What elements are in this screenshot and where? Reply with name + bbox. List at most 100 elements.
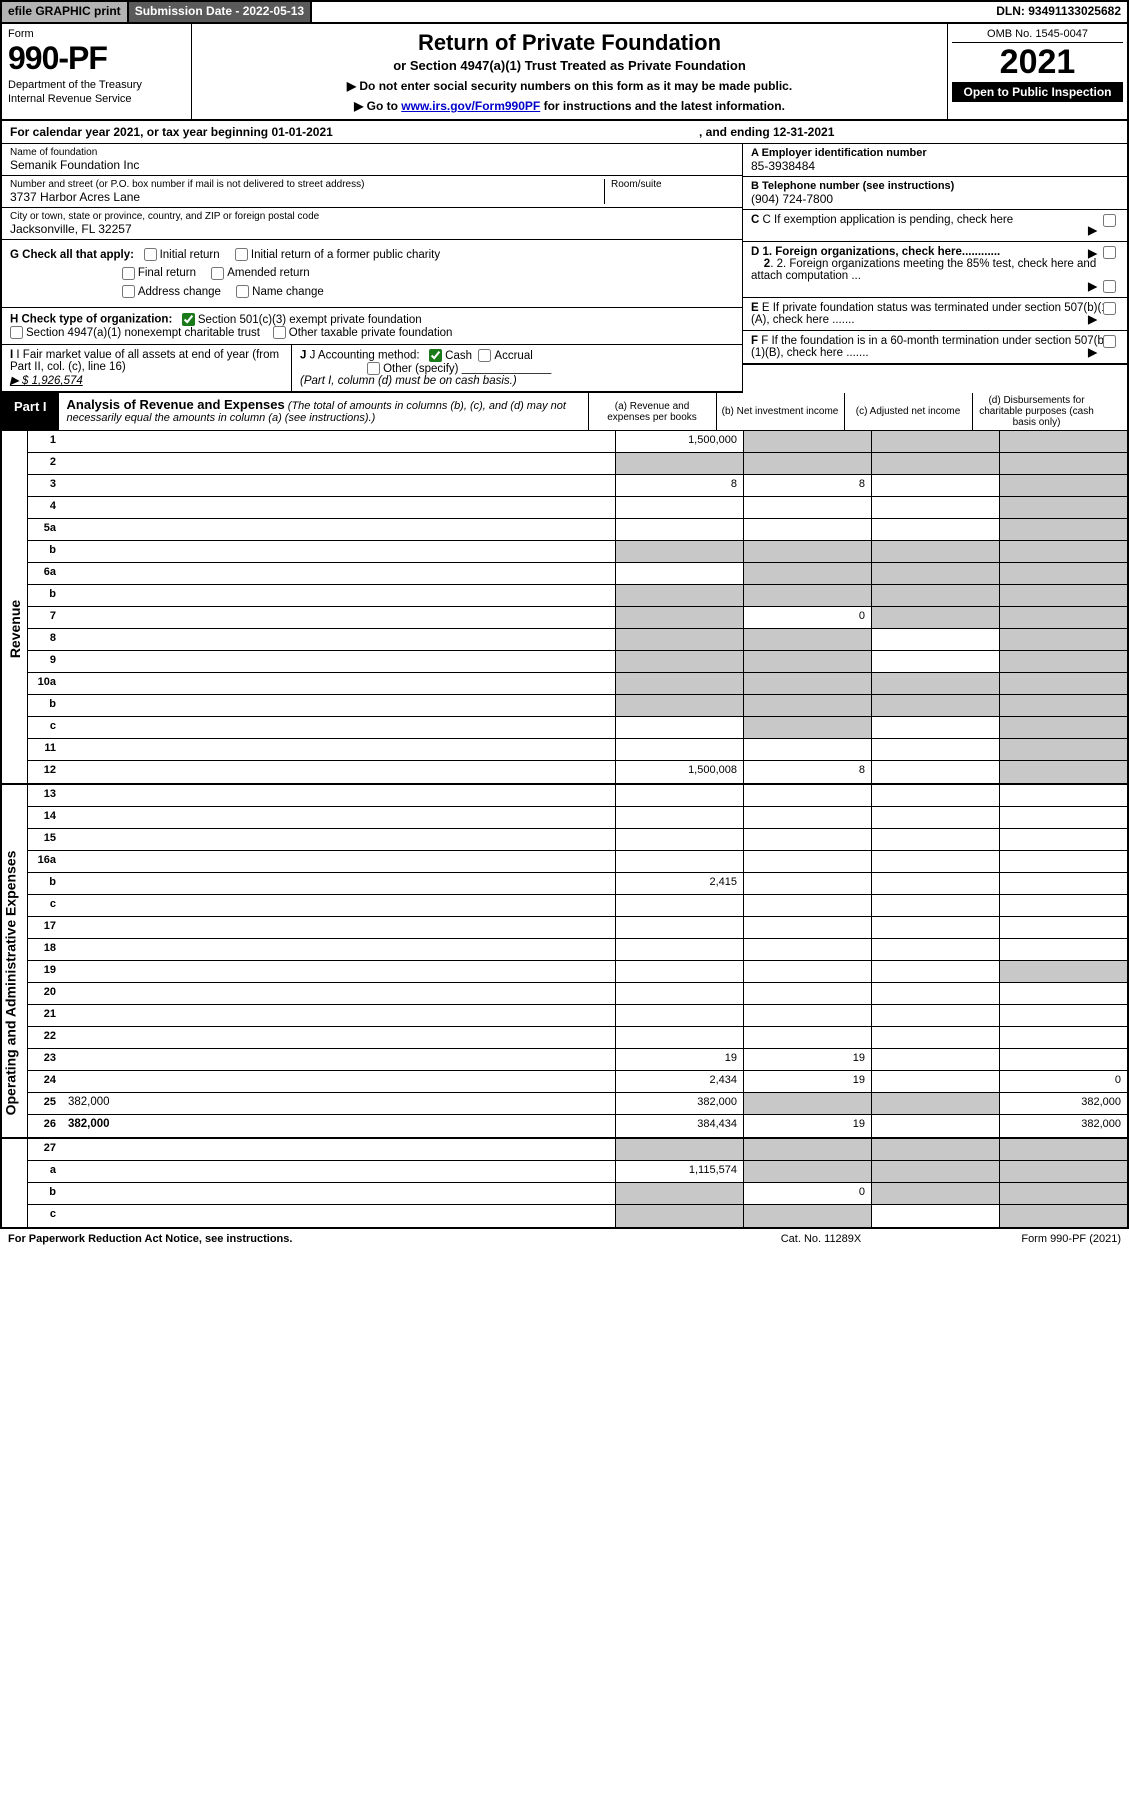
d1-check[interactable] (1103, 246, 1116, 259)
line-no: 14 (28, 807, 62, 828)
col-b-val: 8 (743, 761, 871, 783)
col-d-val (999, 695, 1127, 716)
col-d: (d) Disbursements for charitable purpose… (973, 393, 1101, 430)
col-d-val (999, 541, 1127, 562)
col-a-val (615, 541, 743, 562)
efile-print-button[interactable]: efile GRAPHIC print (2, 2, 129, 22)
j-other[interactable]: Other (specify) (367, 363, 458, 375)
line-no: 13 (28, 785, 62, 806)
col-a-val: 2,434 (615, 1071, 743, 1092)
col-c-val (871, 1005, 999, 1026)
calendar-row: For calendar year 2021, or tax year begi… (0, 121, 1129, 144)
col-d-val (999, 983, 1127, 1004)
f-check[interactable] (1103, 335, 1116, 348)
col-a-val (615, 651, 743, 672)
col-d-val (999, 917, 1127, 938)
part1-desc: Analysis of Revenue and Expenses (The to… (59, 393, 589, 430)
c-check[interactable] (1103, 214, 1116, 227)
g-addr-change[interactable]: Address change (122, 286, 221, 298)
col-b-val (743, 497, 871, 518)
table-row: 8 (28, 629, 1127, 651)
form-ref: Form 990-PF (2021) (921, 1233, 1121, 1245)
g-name-change[interactable]: Name change (236, 286, 324, 298)
bottom-sidelabel (2, 1139, 28, 1227)
col-a-val (615, 497, 743, 518)
table-row: b2,415 (28, 873, 1127, 895)
col-d-val (999, 939, 1127, 960)
line-desc (62, 1005, 615, 1026)
h-501c3[interactable]: Section 501(c)(3) exempt private foundat… (182, 314, 422, 326)
col-b-val (743, 431, 871, 452)
col-d-val (999, 1005, 1127, 1026)
line-desc (62, 1161, 615, 1182)
line-no: 6a (28, 563, 62, 584)
addr-cell: Number and street (or P.O. box number if… (2, 176, 742, 208)
col-d-val (999, 807, 1127, 828)
col-a-val (615, 961, 743, 982)
col-b-val (743, 1027, 871, 1048)
col-b-val (743, 961, 871, 982)
col-d-val (999, 829, 1127, 850)
line-desc (62, 497, 615, 518)
col-d-val (999, 851, 1127, 872)
j-accrual[interactable]: Accrual (478, 350, 532, 362)
d-foreign: D 1. Foreign organizations, check here..… (743, 242, 1127, 298)
j-cash[interactable]: Cash (429, 350, 472, 362)
col-headers: (a) Revenue and expenses per books (b) N… (589, 393, 1127, 430)
footer: For Paperwork Reduction Act Notice, see … (0, 1229, 1129, 1249)
table-row: 121,500,0088 (28, 761, 1127, 783)
line-desc (62, 717, 615, 738)
line-desc (62, 895, 615, 916)
col-b-val (743, 629, 871, 650)
table-row: 10a (28, 673, 1127, 695)
col-c-val (871, 1115, 999, 1137)
col-b-val: 0 (743, 607, 871, 628)
line-no: 17 (28, 917, 62, 938)
col-d-val (999, 873, 1127, 894)
col-a-val (615, 917, 743, 938)
line-desc: 382,000 (62, 1093, 615, 1114)
line-desc (62, 761, 615, 783)
line-desc (62, 563, 615, 584)
col-d-val: 0 (999, 1071, 1127, 1092)
line-desc (62, 1071, 615, 1092)
col-a-val (615, 629, 743, 650)
col-b-val (743, 1093, 871, 1114)
col-c-val (871, 563, 999, 584)
irs-link[interactable]: www.irs.gov/Form990PF (401, 99, 540, 113)
line-no: 22 (28, 1027, 62, 1048)
col-d-val (999, 607, 1127, 628)
col-a-val: 19 (615, 1049, 743, 1070)
g-final[interactable]: Final return (122, 267, 196, 279)
part1-label: Part I (2, 393, 59, 430)
table-row: 11 (28, 739, 1127, 761)
h-4947[interactable]: Section 4947(a)(1) nonexempt charitable … (10, 327, 260, 339)
g-initial-former[interactable]: Initial return of a former public charit… (235, 249, 440, 261)
line-no: b (28, 585, 62, 606)
col-b-val (743, 895, 871, 916)
line-no: 12 (28, 761, 62, 783)
col-d-val: 382,000 (999, 1093, 1127, 1114)
col-b-val (743, 739, 871, 760)
h-other[interactable]: Other taxable private foundation (273, 327, 453, 339)
col-d-val (999, 785, 1127, 806)
g-amended[interactable]: Amended return (211, 267, 309, 279)
line-desc (62, 983, 615, 1004)
col-a-val: 2,415 (615, 873, 743, 894)
col-c-val (871, 673, 999, 694)
e-check[interactable] (1103, 302, 1116, 315)
table-row: 388 (28, 475, 1127, 497)
table-row: 2 (28, 453, 1127, 475)
line-desc (62, 829, 615, 850)
g-initial[interactable]: Initial return (144, 249, 220, 261)
table-row: c (28, 717, 1127, 739)
line-no: 10a (28, 673, 62, 694)
col-c-val (871, 475, 999, 496)
line-no: c (28, 895, 62, 916)
line-no: b (28, 695, 62, 716)
col-c-val (871, 519, 999, 540)
table-row: 22 (28, 1027, 1127, 1049)
d2-check[interactable] (1103, 280, 1116, 293)
line-no: 8 (28, 629, 62, 650)
line-no: 2 (28, 453, 62, 474)
